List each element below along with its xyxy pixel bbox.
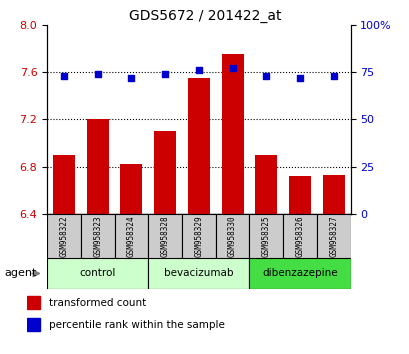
Text: GDS5672 / 201422_at: GDS5672 / 201422_at (128, 9, 281, 23)
Bar (27, 318, 40, 331)
Text: transformed count: transformed count (49, 298, 146, 308)
Bar (288, 176, 310, 214)
Point (330, 73, 336, 79)
Point (195, 67, 202, 73)
Bar (255, 155, 276, 214)
Bar (120, 165, 142, 214)
Point (296, 75, 303, 81)
Point (128, 75, 135, 81)
Text: GSM958323: GSM958323 (93, 216, 102, 257)
Text: percentile rank within the sample: percentile rank within the sample (49, 320, 225, 330)
Point (94, 71, 101, 77)
Bar (316, 214, 350, 258)
Text: GSM958322: GSM958322 (59, 216, 68, 257)
Bar (283, 214, 316, 258)
Bar (148, 214, 182, 258)
Bar (221, 55, 243, 214)
Bar (114, 214, 148, 258)
Point (61, 73, 67, 79)
Bar (182, 214, 215, 258)
Point (229, 65, 235, 71)
Text: GSM958329: GSM958329 (194, 216, 203, 257)
Bar (249, 214, 283, 258)
Bar (148, 258, 249, 289)
Text: GSM958328: GSM958328 (160, 216, 169, 257)
Point (262, 73, 269, 79)
Bar (81, 214, 114, 258)
Bar (154, 131, 176, 214)
Text: GSM958327: GSM958327 (328, 216, 337, 257)
Text: dibenzazepine: dibenzazepine (261, 268, 337, 279)
Bar (47, 214, 81, 258)
Point (162, 71, 168, 77)
Bar (322, 175, 344, 214)
Bar (87, 119, 108, 214)
Bar (53, 155, 75, 214)
Text: GSM958325: GSM958325 (261, 216, 270, 257)
Text: GSM958326: GSM958326 (295, 216, 304, 257)
Text: control: control (79, 268, 116, 279)
Text: GSM958324: GSM958324 (127, 216, 136, 257)
Text: agent: agent (4, 268, 36, 279)
Text: GSM958330: GSM958330 (227, 216, 236, 257)
Bar (47, 258, 148, 289)
Bar (27, 296, 40, 309)
Text: bevacizumab: bevacizumab (164, 268, 233, 279)
Bar (215, 214, 249, 258)
Bar (249, 258, 350, 289)
Bar (187, 78, 209, 214)
